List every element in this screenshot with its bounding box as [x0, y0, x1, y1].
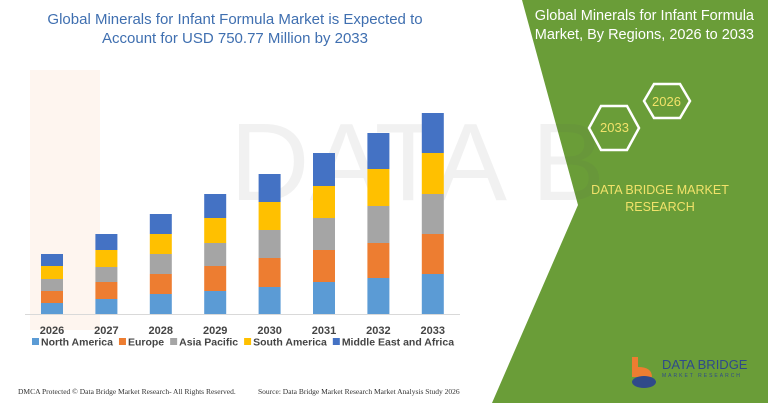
bar-2028-europe — [149, 274, 172, 294]
bar-2027-middle-east-and-africa — [95, 234, 118, 250]
bar-2027-north-america — [95, 299, 118, 314]
bar-2032-asia-pacific — [367, 206, 390, 243]
hex-label-2033: 2033 — [600, 120, 629, 135]
bar-2026-europe — [41, 291, 63, 303]
bar-2031-north-america — [313, 282, 335, 314]
bar-2030-europe — [258, 258, 281, 287]
hex-label-2026: 2026 — [652, 94, 681, 109]
x-tick-label: 2033 — [421, 325, 445, 337]
legend-swatch — [118, 338, 126, 345]
bar-2028-middle-east-and-africa — [149, 214, 172, 234]
x-tick-label: 2027 — [94, 325, 118, 337]
bar-2031-middle-east-and-africa — [313, 153, 335, 186]
legend-label: North America — [41, 337, 113, 349]
legend-swatch — [332, 338, 340, 345]
legend-swatch — [32, 338, 39, 345]
page-title: Global Minerals for Infant Formula Marke… — [47, 11, 423, 47]
logo-text: DATA BRIDGE — [662, 357, 748, 372]
bar-2028-south-america — [149, 234, 172, 254]
x-tick-label: 2032 — [366, 325, 390, 337]
bar-2027-europe — [95, 282, 118, 299]
bar-2027-south-america — [95, 250, 118, 267]
bar-2026-middle-east-and-africa — [41, 254, 63, 266]
bar-2032-europe — [367, 243, 390, 278]
bar-2029-europe — [204, 266, 227, 291]
logo-subtext: MARKET RESEARCH — [662, 373, 742, 379]
x-tick-label: 2029 — [203, 325, 227, 337]
stacked-bar-chart: 2026 2027 2028 2029 2030 2031 2032 2033 North A… — [25, 113, 460, 349]
bar-2026-north-america — [41, 303, 63, 314]
bar-2029-north-america — [204, 291, 227, 314]
bar-2026-asia-pacific — [41, 279, 63, 291]
bar-2032-south-america — [367, 169, 390, 206]
hexagon-2033-icon — [587, 104, 641, 152]
bar-2028-north-america — [149, 294, 172, 314]
bar-2029-south-america — [204, 218, 227, 243]
footer-source: Source: Data Bridge Market Research Mark… — [258, 387, 460, 396]
bar-2030-middle-east-and-africa — [258, 174, 281, 202]
legend-swatch — [170, 338, 178, 345]
brand-text: DATA BRIDGE MARKET RESEARCH — [591, 183, 729, 214]
legend-label: Middle East and Africa — [342, 337, 454, 349]
bar-2032-north-america — [367, 278, 390, 314]
x-tick-label: 2030 — [257, 325, 281, 337]
bar-2030-south-america — [258, 202, 281, 230]
bar-2029-asia-pacific — [204, 243, 227, 266]
legend-label: South America — [253, 337, 327, 349]
bar-2029-middle-east-and-africa — [204, 194, 227, 218]
x-tick-label: 2026 — [40, 325, 64, 337]
data-bridge-logo-icon — [632, 357, 656, 388]
bar-2026-south-america — [41, 266, 63, 279]
bar-2031-europe — [313, 250, 335, 282]
bar-2031-asia-pacific — [313, 218, 335, 250]
svg-text:DATA B: DATA B — [230, 101, 605, 224]
x-tick-label: 2028 — [149, 325, 173, 337]
bar-2033-middle-east-and-africa — [421, 113, 444, 153]
bar-2030-asia-pacific — [258, 230, 281, 258]
bar-2028-asia-pacific — [149, 254, 172, 274]
bar-2033-north-america — [421, 274, 444, 314]
bar-2033-south-america — [421, 153, 444, 194]
legend-label: Asia Pacific — [179, 337, 238, 349]
bar-2027-asia-pacific — [95, 267, 118, 282]
hexagon-2026-icon — [642, 82, 692, 120]
watermark-logo: DATA B — [30, 70, 605, 330]
legend-swatch — [244, 338, 252, 345]
bar-2031-south-america — [313, 186, 335, 218]
bar-2033-asia-pacific — [421, 194, 444, 234]
panel-title: Global Minerals for Infant Formula Marke… — [534, 8, 754, 43]
legend-label: Europe — [128, 337, 164, 349]
x-tick-label: 2031 — [312, 325, 336, 337]
bar-2030-north-america — [258, 287, 281, 314]
bar-2033-europe — [421, 234, 444, 274]
footer-copyright: DMCA Protected © Data Bridge Market Rese… — [18, 387, 236, 396]
bar-2032-middle-east-and-africa — [367, 133, 390, 169]
